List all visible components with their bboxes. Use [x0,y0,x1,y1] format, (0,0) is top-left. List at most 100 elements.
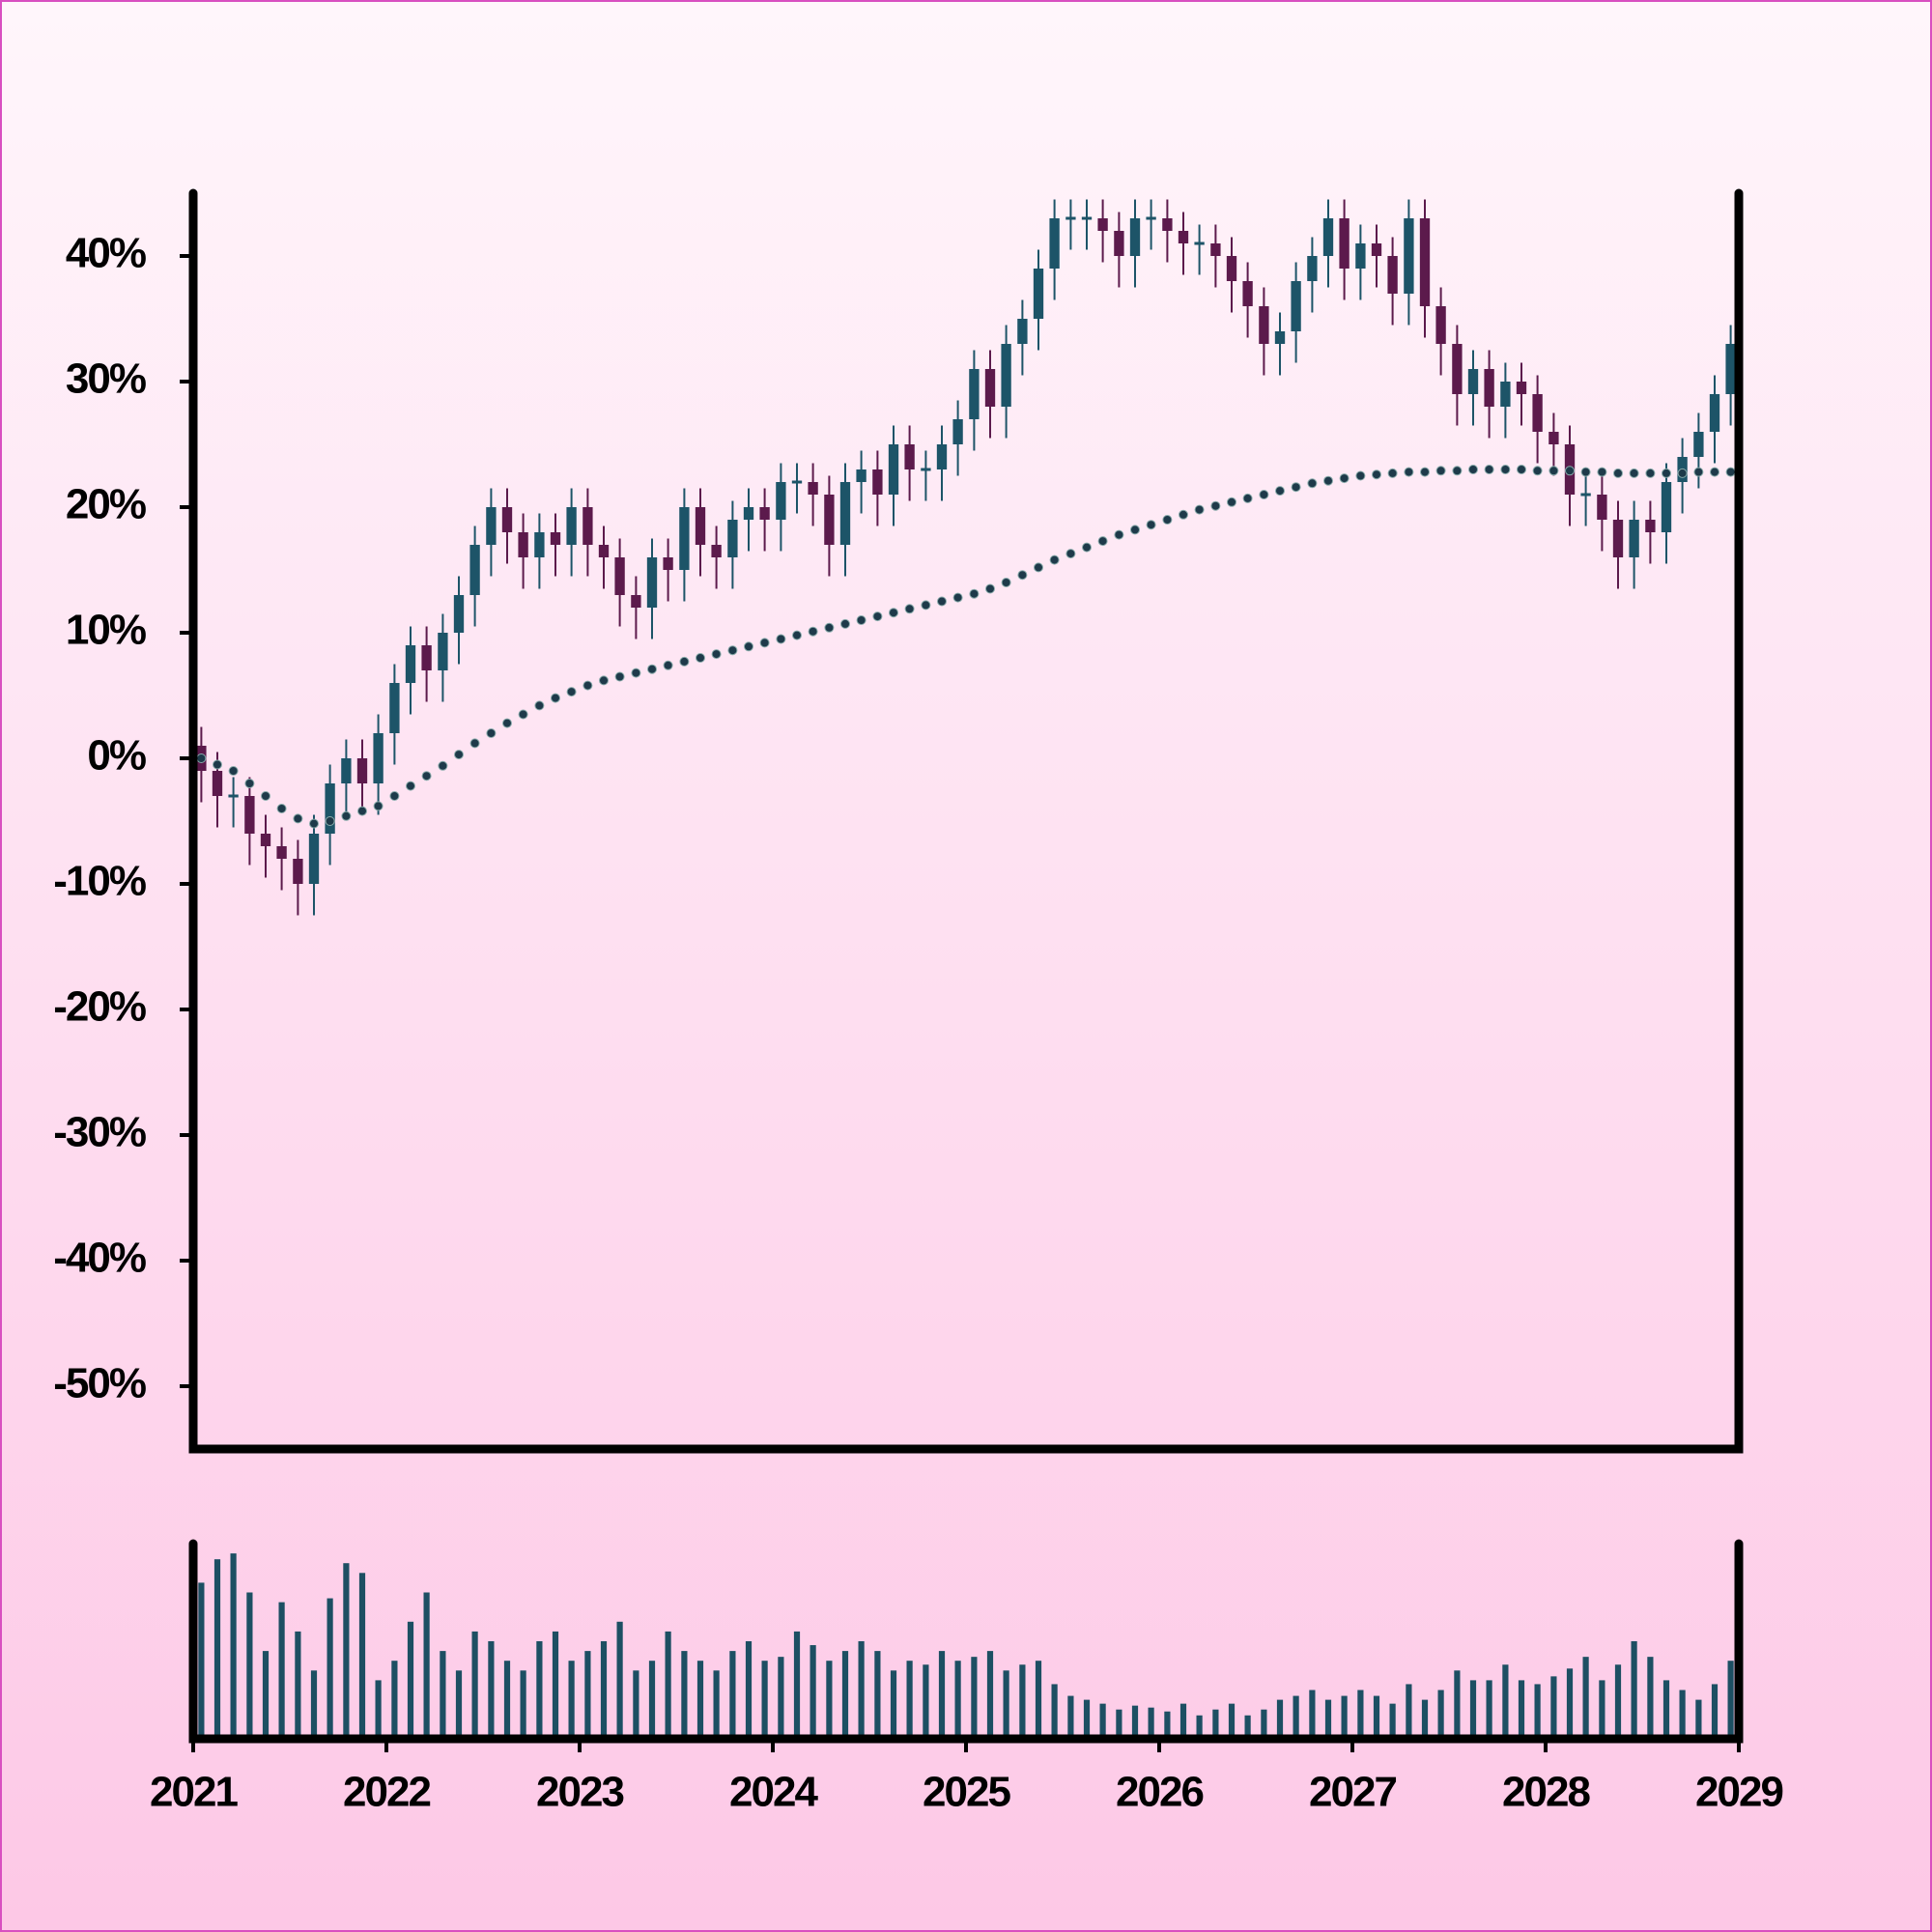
ma-dot [1662,468,1671,478]
candle-body [1065,216,1076,220]
volume-bar [1179,1703,1187,1739]
candle-body [791,480,803,484]
volume-bar [1679,1690,1686,1739]
candle-body [776,482,786,520]
ma-dot [1645,468,1656,478]
ma-dot [1275,486,1285,497]
candle-body [1114,231,1124,256]
volume-bar [1695,1699,1702,1739]
candle-body [1404,218,1414,294]
x-tick-label: 2027 [1309,1769,1396,1816]
volume-bar [858,1641,865,1739]
x-tick-label: 2026 [1116,1769,1203,1816]
volume-bar [1437,1690,1444,1739]
ma-dot [1387,468,1398,478]
candle-body [438,633,448,670]
ma-dot [566,687,577,697]
candle-body [325,783,335,834]
volume-bar [665,1631,671,1739]
ma-dot [1517,465,1526,474]
volume-bar [1389,1703,1396,1739]
ma-dot [293,813,303,824]
candle-body [824,495,835,545]
candle-body [501,507,513,532]
ma-dot [486,728,497,738]
candle-body [1049,218,1060,269]
volume-bar [1324,1699,1332,1739]
volume-bar [938,1651,946,1739]
ma-dot [808,626,818,637]
candle-body [1162,218,1173,231]
ma-dot [985,583,995,594]
volume-bar [1373,1695,1380,1739]
candle-body [1194,242,1205,245]
ma-dot [696,653,705,663]
volume-bar [343,1563,350,1739]
volume-bar [295,1631,301,1739]
ma-dot [840,618,850,629]
ma-dot [213,759,222,770]
ma-dot [1372,469,1381,480]
ma-dot [614,671,625,682]
volume-bar [1019,1664,1026,1739]
candle-body [534,532,545,557]
volume-bar [358,1573,366,1739]
candle-body [1339,218,1350,269]
volume-bar [246,1592,253,1739]
ma-dot [406,781,415,791]
x-tick-label: 2022 [343,1769,430,1816]
ma-dot [952,592,963,603]
volume-bar [986,1651,994,1739]
volume-bar [584,1651,591,1739]
candle-body [341,758,352,783]
volume-bar [1051,1684,1058,1739]
volume-bar [971,1657,978,1739]
ma-dot [309,818,319,829]
volume-bar [729,1651,736,1739]
volume-bar [1148,1707,1154,1739]
ma-dot [1339,473,1350,484]
ma-dot [647,664,657,674]
ma-dot [1355,470,1366,481]
candle-body [711,545,722,557]
candle-body [1532,394,1543,432]
candle-body [759,507,770,520]
x-tick-label: 2024 [729,1769,818,1816]
candle-body [469,545,480,595]
ma-dot [1710,467,1719,477]
candle-body [308,834,320,884]
volume-bar [536,1641,543,1739]
volume-bar [1067,1695,1074,1739]
volume-bar [874,1651,881,1739]
ma-dot [276,804,287,813]
candle-body [695,507,706,545]
volume-bar [954,1661,961,1739]
volume-bar [1727,1661,1734,1739]
ma-dot [1210,500,1221,511]
candle-body [356,758,368,783]
y-tick-label: 20% [66,481,146,528]
candle-body [839,482,851,545]
volume-bar [375,1680,382,1739]
candle-body [582,507,593,545]
candle-body [808,482,818,495]
ma-dot [759,638,770,648]
ma-dot [357,806,367,816]
candle-body [1291,281,1301,331]
y-tick-label: 0% [87,732,145,780]
ma-dot [1001,578,1011,587]
ma-dot [1146,520,1156,530]
ma-dot [1548,466,1559,476]
candle-body [453,595,465,633]
ma-dot [1420,467,1430,477]
ma-dot [1194,504,1205,515]
candle-body [566,507,577,545]
ma-dot [1532,466,1543,476]
candle-body [1516,382,1527,394]
candle-body [984,369,996,407]
ma-dot [1452,466,1463,476]
volume-bar [1599,1680,1605,1739]
ma-dot [1500,465,1511,474]
volume-bar [1244,1715,1251,1739]
